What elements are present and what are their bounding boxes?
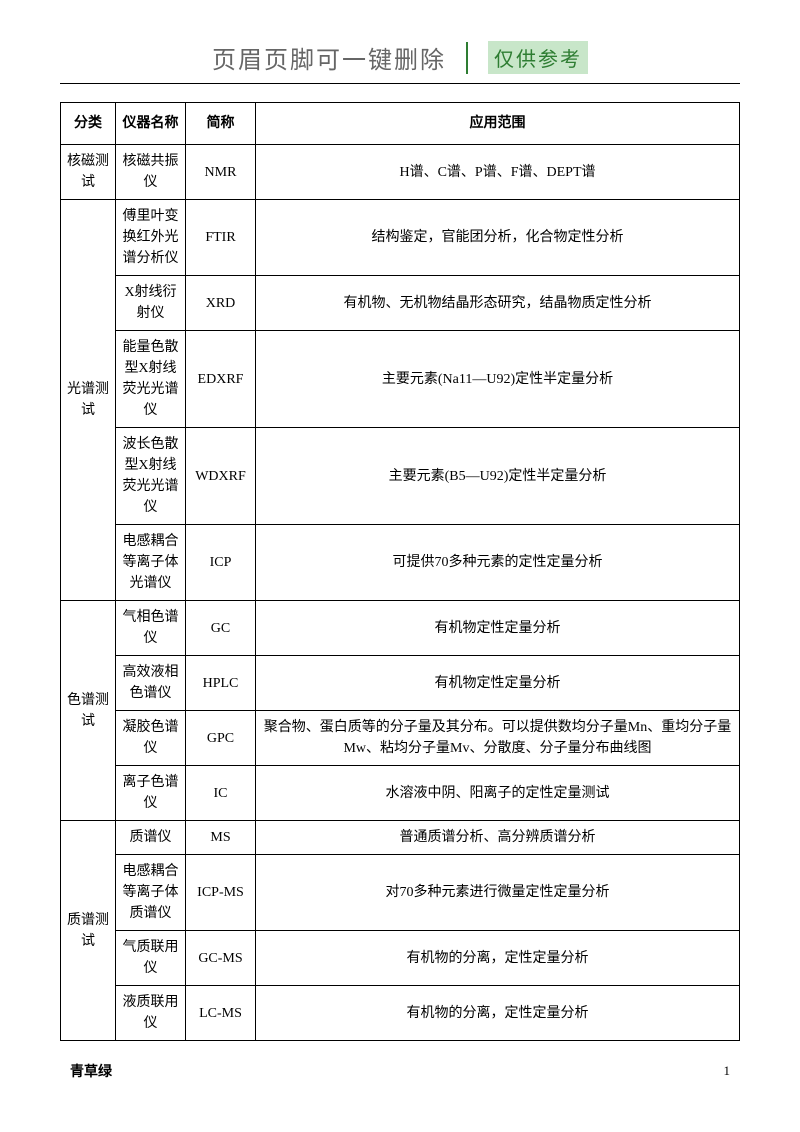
page-footer: 青草绿 1 xyxy=(60,1061,740,1081)
table-row: 凝胶色谱仪GPC聚合物、蛋白质等的分子量及其分布。可以提供数均分子量Mn、重均分… xyxy=(61,711,740,766)
cell-scope: 可提供70多种元素的定性定量分析 xyxy=(256,525,740,601)
cell-name: 能量色散型X射线荧光光谱仪 xyxy=(116,331,186,428)
cell-scope: 聚合物、蛋白质等的分子量及其分布。可以提供数均分子量Mn、重均分子量Mw、粘均分… xyxy=(256,711,740,766)
cell-scope: H谱、C谱、P谱、F谱、DEPT谱 xyxy=(256,145,740,200)
cell-abbr: LC-MS xyxy=(186,986,256,1041)
table-row: 电感耦合等离子体质谱仪ICP-MS对70多种元素进行微量定性定量分析 xyxy=(61,855,740,931)
cell-name: 气相色谱仪 xyxy=(116,601,186,656)
cell-name: 凝胶色谱仪 xyxy=(116,711,186,766)
cell-abbr: MS xyxy=(186,821,256,855)
page-header: 页眉页脚可一键删除 仅供参考 xyxy=(60,40,740,75)
cell-abbr: GC-MS xyxy=(186,931,256,986)
th-scope: 应用范围 xyxy=(256,103,740,145)
cell-abbr: FTIR xyxy=(186,200,256,276)
cell-scope: 对70多种元素进行微量定性定量分析 xyxy=(256,855,740,931)
cell-abbr: GPC xyxy=(186,711,256,766)
header-title: 页眉页脚可一键删除 xyxy=(212,40,446,75)
table-row: 离子色谱仪IC水溶液中阴、阳离子的定性定量测试 xyxy=(61,766,740,821)
cell-abbr: GC xyxy=(186,601,256,656)
header-rule xyxy=(60,83,740,84)
cell-abbr: IC xyxy=(186,766,256,821)
cell-scope: 水溶液中阴、阳离子的定性定量测试 xyxy=(256,766,740,821)
table-row: 电感耦合等离子体光谱仪ICP可提供70多种元素的定性定量分析 xyxy=(61,525,740,601)
cell-category: 色谱测试 xyxy=(61,601,116,821)
cell-scope: 有机物的分离，定性定量分析 xyxy=(256,931,740,986)
footer-left: 青草绿 xyxy=(70,1061,112,1081)
cell-name: 波长色散型X射线荧光光谱仪 xyxy=(116,428,186,525)
cell-scope: 有机物定性定量分析 xyxy=(256,656,740,711)
cell-scope: 主要元素(B5—U92)定性半定量分析 xyxy=(256,428,740,525)
cell-abbr: XRD xyxy=(186,276,256,331)
cell-scope: 有机物、无机物结晶形态研究，结晶物质定性分析 xyxy=(256,276,740,331)
cell-scope: 主要元素(Na11—U92)定性半定量分析 xyxy=(256,331,740,428)
table-row: 波长色散型X射线荧光光谱仪WDXRF主要元素(B5—U92)定性半定量分析 xyxy=(61,428,740,525)
table-row: 液质联用仪LC-MS有机物的分离，定性定量分析 xyxy=(61,986,740,1041)
cell-name: 气质联用仪 xyxy=(116,931,186,986)
cell-category: 光谱测试 xyxy=(61,200,116,601)
cell-abbr: ICP xyxy=(186,525,256,601)
table-row: 光谱测试傅里叶变换红外光谱分析仪FTIR结构鉴定，官能团分析，化合物定性分析 xyxy=(61,200,740,276)
table-header-row: 分类 仪器名称 简称 应用范围 xyxy=(61,103,740,145)
cell-scope: 有机物定性定量分析 xyxy=(256,601,740,656)
table-row: 高效液相色谱仪HPLC有机物定性定量分析 xyxy=(61,656,740,711)
cell-scope: 结构鉴定，官能团分析，化合物定性分析 xyxy=(256,200,740,276)
cell-name: 质谱仪 xyxy=(116,821,186,855)
header-divider xyxy=(466,42,468,74)
cell-abbr: EDXRF xyxy=(186,331,256,428)
table-row: 核磁测试核磁共振仪NMRH谱、C谱、P谱、F谱、DEPT谱 xyxy=(61,145,740,200)
th-abbr: 简称 xyxy=(186,103,256,145)
instrument-table: 分类 仪器名称 简称 应用范围 核磁测试核磁共振仪NMRH谱、C谱、P谱、F谱、… xyxy=(60,102,740,1041)
cell-abbr: HPLC xyxy=(186,656,256,711)
footer-right: 1 xyxy=(724,1063,731,1079)
cell-scope: 有机物的分离，定性定量分析 xyxy=(256,986,740,1041)
table-row: 色谱测试气相色谱仪GC有机物定性定量分析 xyxy=(61,601,740,656)
cell-abbr: WDXRF xyxy=(186,428,256,525)
cell-name: 电感耦合等离子体光谱仪 xyxy=(116,525,186,601)
th-category: 分类 xyxy=(61,103,116,145)
cell-category: 质谱测试 xyxy=(61,821,116,1041)
header-badge: 仅供参考 xyxy=(488,41,588,74)
table-row: 能量色散型X射线荧光光谱仪EDXRF主要元素(Na11—U92)定性半定量分析 xyxy=(61,331,740,428)
cell-name: 核磁共振仪 xyxy=(116,145,186,200)
cell-name: 离子色谱仪 xyxy=(116,766,186,821)
cell-name: X射线衍射仪 xyxy=(116,276,186,331)
cell-abbr: ICP-MS xyxy=(186,855,256,931)
cell-scope: 普通质谱分析、高分辨质谱分析 xyxy=(256,821,740,855)
cell-name: 傅里叶变换红外光谱分析仪 xyxy=(116,200,186,276)
table-row: 质谱测试质谱仪MS普通质谱分析、高分辨质谱分析 xyxy=(61,821,740,855)
cell-abbr: NMR xyxy=(186,145,256,200)
cell-name: 液质联用仪 xyxy=(116,986,186,1041)
cell-category: 核磁测试 xyxy=(61,145,116,200)
table-row: X射线衍射仪XRD有机物、无机物结晶形态研究，结晶物质定性分析 xyxy=(61,276,740,331)
cell-name: 电感耦合等离子体质谱仪 xyxy=(116,855,186,931)
table-row: 气质联用仪GC-MS有机物的分离，定性定量分析 xyxy=(61,931,740,986)
th-name: 仪器名称 xyxy=(116,103,186,145)
cell-name: 高效液相色谱仪 xyxy=(116,656,186,711)
